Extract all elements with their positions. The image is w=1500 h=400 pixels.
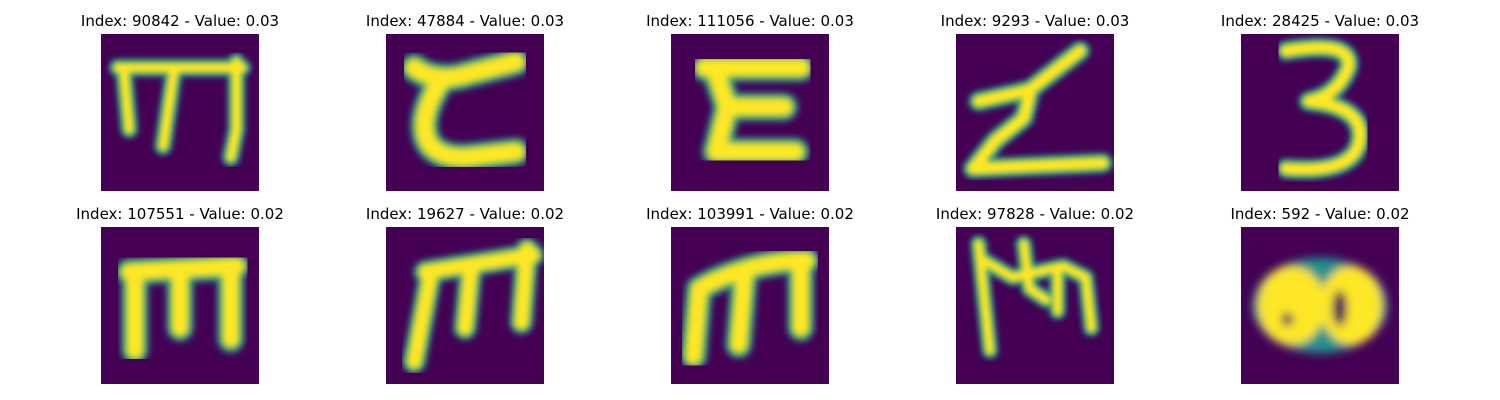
panel-10: Index: 592 - Value: 0.02 [1190, 205, 1450, 390]
panel-title: Index: 90842 - Value: 0.03 [80, 12, 280, 30]
panel-title: Index: 111056 - Value: 0.03 [646, 12, 854, 30]
panel-title: Index: 9293 - Value: 0.03 [940, 12, 1130, 30]
panel-title: Index: 97828 - Value: 0.02 [935, 205, 1135, 223]
panel-title: Index: 107551 - Value: 0.02 [76, 205, 284, 223]
panel-title: Index: 28425 - Value: 0.03 [1220, 12, 1420, 30]
panel-title: Index: 592 - Value: 0.02 [1230, 205, 1410, 223]
m-glyph-icon [101, 34, 259, 191]
panel-title: Index: 103991 - Value: 0.02 [646, 205, 854, 223]
panel-9: Index: 97828 - Value: 0.02 [905, 205, 1165, 390]
panel-6: Index: 107551 - Value: 0.02 [50, 205, 310, 390]
panel-2: Index: 47884 - Value: 0.03 [335, 12, 595, 197]
c-like-glyph-icon [386, 34, 544, 191]
z-like-glyph-icon [671, 34, 829, 191]
m-glyph-icon [101, 227, 259, 384]
panel-title: Index: 47884 - Value: 0.03 [365, 12, 565, 30]
m-like-glyph-icon [956, 227, 1114, 384]
eight-like-glyph-icon [1241, 227, 1399, 384]
panel-5: Index: 28425 - Value: 0.03 [1190, 12, 1450, 197]
panel-3: Index: 111056 - Value: 0.03 [620, 12, 880, 197]
panel-8: Index: 103991 - Value: 0.02 [620, 205, 880, 390]
panel-4: Index: 9293 - Value: 0.03 [905, 12, 1165, 197]
z-glyph-icon [956, 34, 1114, 191]
panel-7: Index: 19627 - Value: 0.02 [335, 205, 595, 390]
m-glyph-icon [671, 227, 829, 384]
m-glyph-icon [386, 227, 544, 384]
panel-title: Index: 19627 - Value: 0.02 [365, 205, 565, 223]
panel-1: Index: 90842 - Value: 0.03 [50, 12, 310, 197]
three-glyph-icon [1241, 34, 1399, 191]
